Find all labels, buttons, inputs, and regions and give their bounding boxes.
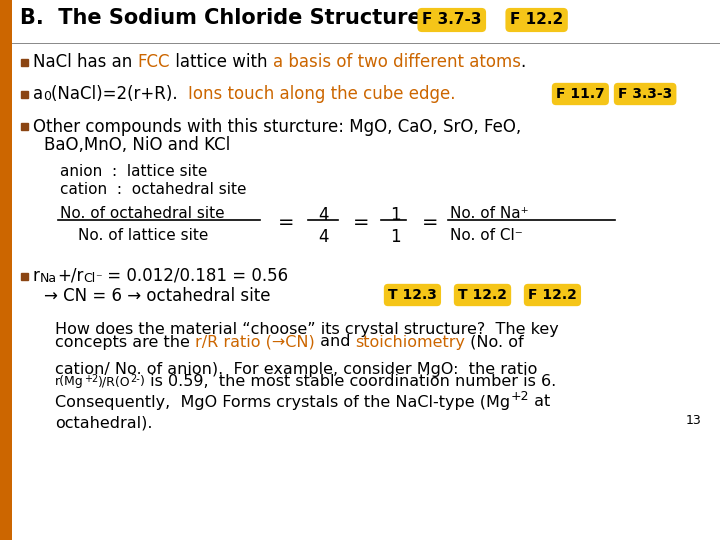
Text: +2: +2 — [510, 390, 528, 403]
Text: a basis of two different atoms: a basis of two different atoms — [273, 53, 521, 71]
Text: BaO,MnO, NiO and KCl: BaO,MnO, NiO and KCl — [44, 136, 230, 154]
Bar — [20, 123, 27, 130]
Text: Consequently,  MgO Forms crystals of the NaCl-type (Mg: Consequently, MgO Forms crystals of the … — [55, 395, 510, 409]
Text: → CN = 6 → octahedral site: → CN = 6 → octahedral site — [44, 287, 271, 305]
Text: a: a — [33, 85, 43, 103]
Text: concepts are the: concepts are the — [55, 334, 195, 349]
Text: No. of Na⁺: No. of Na⁺ — [450, 206, 528, 221]
Text: anion  :  lattice site: anion : lattice site — [60, 164, 207, 179]
Bar — [20, 58, 27, 65]
Text: FCC: FCC — [138, 53, 170, 71]
Text: =: = — [422, 213, 438, 232]
Text: F 12.2: F 12.2 — [528, 288, 577, 302]
Text: cation  :  octahedral site: cation : octahedral site — [60, 182, 246, 197]
Text: ⁻: ⁻ — [96, 273, 102, 286]
Text: Other compounds with this sturcture: MgO, CaO, SrO, FeO,: Other compounds with this sturcture: MgO… — [33, 118, 521, 136]
Text: 4: 4 — [318, 228, 328, 246]
Text: 4: 4 — [318, 206, 328, 224]
Text: r/R ratio (→CN): r/R ratio (→CN) — [195, 334, 315, 349]
Text: No. of octahedral site: No. of octahedral site — [60, 206, 225, 221]
Text: .: . — [521, 53, 526, 71]
Text: F 3.7-3: F 3.7-3 — [422, 12, 482, 28]
Text: Na: Na — [40, 273, 57, 286]
Text: )/R(O: )/R(O — [98, 375, 130, 388]
Text: T 12.2: T 12.2 — [458, 288, 507, 302]
Text: at: at — [528, 395, 550, 409]
Text: +2: +2 — [84, 374, 98, 384]
Text: ): ) — [140, 375, 145, 388]
Text: (No. of: (No. of — [465, 334, 524, 349]
Text: NaCl has an: NaCl has an — [33, 53, 138, 71]
Text: F 11.7: F 11.7 — [556, 87, 605, 101]
Text: stoichiometry: stoichiometry — [356, 334, 465, 349]
Text: No. of Cl⁻: No. of Cl⁻ — [450, 228, 523, 243]
Text: octahedral).: octahedral). — [55, 415, 153, 430]
Text: +/r: +/r — [57, 267, 84, 285]
Text: r: r — [33, 267, 40, 285]
Text: and: and — [315, 334, 356, 349]
Text: = 0.012/0.181 = 0.56: = 0.012/0.181 = 0.56 — [102, 267, 289, 285]
Bar — [0, 0, 12, 540]
Text: lattice with: lattice with — [170, 53, 273, 71]
Text: No. of lattice site: No. of lattice site — [78, 228, 208, 243]
Text: Cl: Cl — [84, 273, 96, 286]
Text: How does the material “choose” its crystal structure?  The key: How does the material “choose” its cryst… — [55, 322, 559, 337]
Bar — [20, 273, 27, 280]
Text: F 12.2: F 12.2 — [510, 12, 563, 28]
Text: is 0.59,  the most stable coordination number is 6.: is 0.59, the most stable coordination nu… — [145, 375, 557, 389]
Text: Ions touch along the cube edge.: Ions touch along the cube edge. — [188, 85, 456, 103]
Text: T 12.3: T 12.3 — [388, 288, 437, 302]
Text: 1: 1 — [390, 206, 400, 224]
Text: B.  The Sodium Chloride Structure: B. The Sodium Chloride Structure — [20, 8, 422, 28]
Text: =: = — [353, 213, 369, 232]
Text: 2-: 2- — [130, 374, 140, 384]
Text: 13: 13 — [686, 414, 702, 427]
Text: 0: 0 — [43, 91, 51, 104]
Bar — [20, 91, 27, 98]
Text: cation/ No. of anion).  For example, consider MgO:  the ratio: cation/ No. of anion). For example, cons… — [55, 362, 537, 377]
Text: F 3.3-3: F 3.3-3 — [618, 87, 672, 101]
Text: r(Mg: r(Mg — [55, 375, 84, 388]
Text: =: = — [278, 213, 294, 232]
Text: (NaCl)=2(r+R).: (NaCl)=2(r+R). — [51, 85, 188, 103]
Text: 1: 1 — [390, 228, 400, 246]
